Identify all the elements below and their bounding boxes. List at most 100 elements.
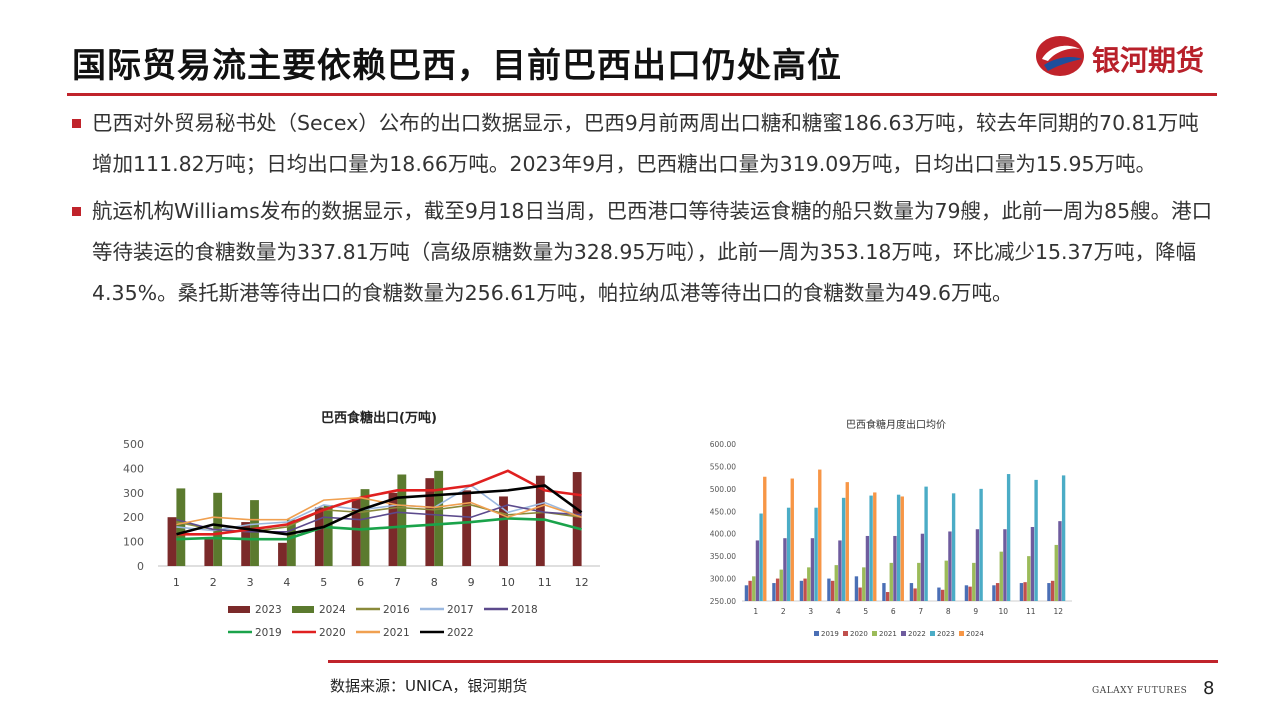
bar-2022: [948, 531, 952, 601]
line-2017: [176, 484, 582, 532]
legend-swatch-2021: [872, 631, 877, 636]
bar-2020: [858, 587, 862, 601]
bar-2020: [885, 592, 890, 601]
y-tick-label: 0: [137, 560, 144, 573]
bar-2023: [869, 495, 873, 601]
bar-2020: [830, 580, 835, 601]
bar-2022: [783, 538, 787, 601]
bar-2020: [968, 586, 972, 601]
legend-label-2019: 2019: [821, 630, 839, 638]
bar-2021: [752, 576, 756, 601]
y-tick-label: 450.00: [710, 507, 736, 516]
y-tick-label: 100: [123, 536, 144, 549]
bar-2019: [882, 583, 886, 601]
bar-2024: [790, 478, 794, 601]
bar-2022: [865, 535, 870, 601]
bar-2021: [944, 560, 948, 601]
legend-label-2024: 2024: [966, 630, 984, 638]
bar-2023: [951, 493, 956, 601]
bar-2021: [807, 567, 811, 601]
bar-2020: [775, 578, 780, 601]
bar-2022: [1003, 529, 1007, 601]
y-tick-label: 300.00: [710, 575, 736, 584]
bar-2022: [755, 540, 760, 601]
legend-swatch-2024: [959, 631, 964, 636]
bar-2022: [920, 533, 925, 601]
bar-2019: [937, 587, 941, 601]
bar-2023: [572, 472, 582, 566]
data-source: 数据来源：UNICA，银河期货: [330, 677, 528, 695]
x-tick-label: 12: [575, 576, 589, 589]
x-tick-label: 11: [1026, 607, 1036, 616]
bar-2023: [535, 475, 545, 566]
bar-2023: [1034, 479, 1038, 601]
bar-2021: [889, 562, 893, 601]
page-number: 8: [1203, 678, 1215, 699]
y-tick-label: 400.00: [710, 530, 736, 539]
bullet-item: 航运机构Williams发布的数据显示，截至9月18日当周，巴西港口等待装运食糖…: [68, 191, 1218, 314]
legend-label-2022: 2022: [447, 627, 474, 639]
x-tick-label: 9: [468, 576, 475, 589]
bullet-item: 巴西对外贸易秘书处（Secex）公布的出口数据显示，巴西9月前两周出口糖和糖蜜1…: [68, 103, 1218, 185]
x-tick-label: 12: [1053, 607, 1063, 616]
legend-label-2024: 2024: [319, 604, 346, 616]
bar-2024: [763, 476, 767, 601]
footer-brand: GALAXY FUTURES: [1092, 686, 1188, 696]
x-tick-label: 2: [781, 607, 786, 616]
bar-2019: [744, 585, 749, 601]
y-tick-label: 550.00: [710, 462, 736, 471]
bar-2023: [924, 486, 928, 601]
legend-swatch-2023: [930, 631, 935, 636]
x-tick-label: 9: [973, 607, 978, 616]
legend-label-2023: 2023: [255, 604, 282, 616]
bar-2024: [900, 496, 904, 601]
y-tick-label: 300: [123, 487, 144, 500]
x-tick-label: 1: [173, 576, 180, 589]
legend-label-2019: 2019: [255, 627, 282, 639]
bar-2019: [772, 583, 776, 601]
legend-label-2023: 2023: [937, 630, 955, 638]
line-2020: [176, 469, 582, 536]
bullet-marker: [72, 207, 81, 216]
x-tick-label: 2: [210, 576, 217, 589]
x-tick-label: 10: [998, 607, 1008, 616]
y-tick-label: 200: [123, 511, 144, 524]
bar-2021: [779, 569, 783, 601]
x-tick-label: 6: [357, 576, 364, 589]
x-tick-label: 8: [946, 607, 951, 616]
bar-2023: [759, 513, 763, 601]
x-tick-label: 7: [394, 576, 401, 589]
x-tick-label: 5: [863, 607, 868, 616]
bar-2023: [1061, 475, 1066, 601]
x-tick-label: 11: [538, 576, 552, 589]
logo-text: 银河期货: [1092, 44, 1205, 77]
bar-2023: [278, 542, 287, 566]
bar-2019: [827, 578, 831, 601]
galaxy-logo-icon: [1036, 36, 1084, 76]
x-tick-label: 7: [918, 607, 923, 616]
legend-label-2018: 2018: [511, 604, 538, 616]
bar-2020: [1023, 582, 1027, 601]
bar-2023: [425, 478, 435, 566]
legend-label-2021: 2021: [383, 627, 410, 639]
bar-2022: [838, 540, 842, 601]
bar-2023: [841, 497, 846, 601]
bar-2023: [167, 517, 177, 566]
bar-2021: [972, 562, 976, 601]
bar-2023: [786, 507, 791, 601]
bullet-text: 巴西对外贸易秘书处（Secex）公布的出口数据显示，巴西9月前两周出口糖和糖蜜1…: [92, 111, 1199, 176]
chart-title: 巴西食糖月度出口均价: [846, 418, 946, 431]
y-tick-label: 400: [123, 462, 144, 475]
bar-2019: [799, 580, 804, 601]
bar-2022: [1058, 521, 1062, 601]
bar-2023: [896, 494, 901, 601]
x-tick-label: 8: [431, 576, 438, 589]
x-tick-label: 10: [501, 576, 515, 589]
bar-2023: [351, 497, 361, 566]
bar-2024: [873, 492, 877, 601]
legend-swatch-2024: [292, 606, 314, 613]
bar-2020: [995, 583, 1000, 601]
bar-2023: [241, 522, 251, 566]
bar-2021: [862, 567, 866, 601]
